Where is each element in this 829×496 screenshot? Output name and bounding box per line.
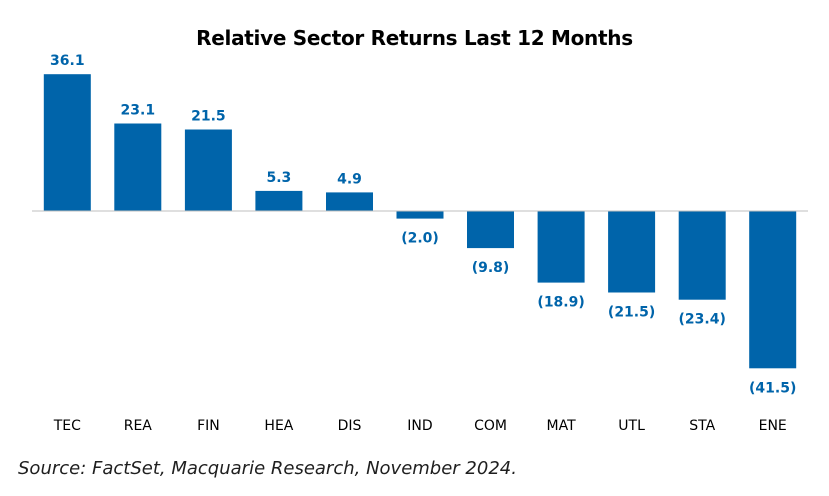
category-label-mat: MAT <box>547 418 577 434</box>
category-label-sta: STA <box>689 418 715 434</box>
source-note: Source: FactSet, Macquarie Research, Nov… <box>18 458 517 479</box>
bar-fin <box>184 129 232 211</box>
bar-hea <box>255 190 303 211</box>
value-label-sta: (23.4) <box>679 312 726 328</box>
category-label-fin: FIN <box>197 418 220 434</box>
category-label-rea: REA <box>124 418 153 434</box>
bar-sta <box>678 211 726 300</box>
value-label-fin: 21.5 <box>191 109 226 125</box>
value-label-com: (9.8) <box>472 260 510 276</box>
category-label-utl: UTL <box>618 418 645 434</box>
category-label-com: COM <box>474 418 507 434</box>
value-label-ene: (41.5) <box>749 380 796 396</box>
value-label-utl: (21.5) <box>608 305 655 321</box>
category-label-ind: IND <box>407 418 432 434</box>
category-label-tec: TEC <box>53 418 81 434</box>
bar-com <box>467 211 514 249</box>
bars-layer <box>43 74 797 369</box>
chart-title: Relative Sector Returns Last 12 Months <box>196 26 633 50</box>
labels-layer: 36.1 TEC 23.1 REA 21.5 FIN 5.3 HEA 4.9 DIS (2.0) IN… <box>50 53 796 434</box>
bar-ind <box>396 211 444 219</box>
value-label-ind: (2.0) <box>401 231 439 247</box>
bar-utl <box>608 211 656 293</box>
category-label-dis: DIS <box>338 418 362 434</box>
bar-ene <box>749 211 797 369</box>
value-label-dis: 4.9 <box>337 171 362 187</box>
bar-rea <box>114 123 162 211</box>
bar-mat <box>537 211 585 283</box>
value-label-mat: (18.9) <box>537 295 584 311</box>
value-label-hea: 5.3 <box>266 170 291 186</box>
category-label-ene: ENE <box>759 418 787 434</box>
category-label-hea: HEA <box>264 418 293 434</box>
bar-tec <box>43 74 91 211</box>
bar-dis <box>326 192 373 211</box>
value-label-tec: 36.1 <box>50 53 85 69</box>
value-label-rea: 23.1 <box>121 103 156 119</box>
